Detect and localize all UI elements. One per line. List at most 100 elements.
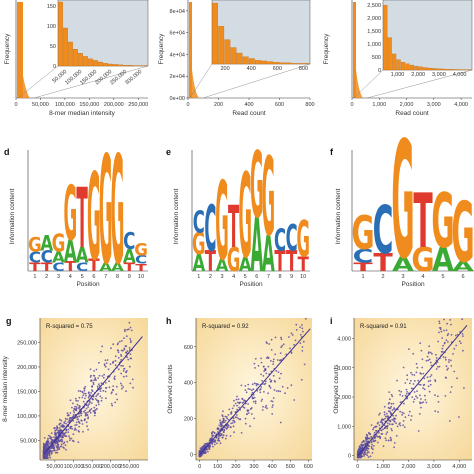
panel-g-point [115, 385, 118, 388]
panel-h-point [242, 401, 245, 404]
panel-i-point [368, 445, 371, 447]
panel-h-point [265, 404, 268, 407]
panel-g-point [51, 445, 54, 448]
panel-g-point [50, 452, 53, 455]
panel-i-point [458, 416, 460, 418]
panel-h-point [221, 422, 224, 424]
panel-c-x-tick-label: 0 [350, 102, 353, 108]
panel-i-point [357, 449, 360, 452]
panel-i-point [388, 407, 391, 410]
panel-i-y-tick-label: 3,000 [337, 366, 351, 372]
panel-g-point [48, 454, 51, 457]
panel-b-inset-bar [212, 2, 218, 65]
panel-i-point [410, 387, 413, 390]
panel-g-point [79, 405, 81, 408]
panel-g-point [95, 404, 98, 407]
panel-b-y-axis-label: Frequency [158, 33, 165, 64]
panel-i-point [366, 434, 369, 437]
panel-g-point [125, 351, 128, 354]
panel-i-point [456, 333, 459, 336]
panel-g-point [94, 408, 97, 411]
panel-h-point [238, 406, 240, 409]
panel-d-logo-letter-A: A [76, 242, 89, 268]
panel-i-point [450, 386, 453, 388]
panel-a-x-tick-label: 150,000 [79, 102, 99, 108]
panel-b-inset-bar [261, 60, 267, 65]
panel-g-point [75, 407, 78, 410]
panel-e-x-axis-label: Position [239, 281, 263, 288]
panel-i-point [412, 383, 415, 385]
panel-b-spike-tail [189, 30, 199, 98]
panel-h-point [268, 343, 271, 345]
panel-h-point [219, 434, 222, 437]
panel-g-point [130, 340, 132, 342]
panel-c-inset-x-tick-label: 3,000 [432, 72, 446, 78]
panel-a-zoom-guide [17, 65, 149, 99]
panel-i-point [378, 414, 380, 416]
panel-h-point [218, 429, 221, 432]
panel-h-point [218, 437, 220, 440]
panel-i-point [427, 359, 430, 362]
panel-i-point [430, 374, 433, 376]
panel-b-y-tick-label: 0e+00 [170, 96, 185, 102]
panel-d-logo-letter-A: A [40, 230, 53, 256]
panel-g-point [42, 457, 45, 459]
panel-i-point [423, 388, 426, 391]
panel-h-point [270, 400, 273, 402]
panel-b-inset-bar [267, 61, 274, 65]
panel-i-point [375, 425, 378, 428]
panel-h-point [278, 377, 281, 380]
panel-h-point [267, 365, 270, 368]
panel-h-point [228, 408, 231, 411]
panel-f-logo-letter-G: G [451, 185, 474, 281]
panel-e-position-tick: 2 [209, 274, 212, 280]
panel-g-point [124, 328, 126, 331]
panel-i-point [389, 419, 391, 422]
panel-d-logo-letter-C: C [135, 254, 147, 267]
panel-h-point [251, 391, 254, 394]
panel-g-point [120, 382, 122, 385]
panel-g-point [103, 363, 106, 365]
panel-g-point [84, 385, 87, 388]
panel-g-point [96, 385, 99, 388]
panel-i-point [390, 439, 392, 442]
panel-e-logo-letter-T: T [205, 247, 216, 279]
panel-g-point [52, 446, 55, 449]
panel-h-point [265, 341, 268, 343]
panel-g-point [69, 412, 72, 414]
panel-h-point [277, 371, 280, 373]
panel-g-point [129, 353, 132, 355]
panel-g-point [46, 444, 49, 447]
panel-h-point [254, 400, 257, 403]
panel-g-y-tick-label: 150,000 [17, 389, 37, 395]
panel-h-panel-label: h [166, 316, 172, 326]
panel-g-point [93, 375, 96, 377]
panel-i-point [372, 448, 374, 451]
panel-g-point [73, 411, 76, 414]
panel-i-point [393, 442, 396, 444]
panel-h-point [267, 392, 269, 395]
panel-f-position-tick: 2 [381, 274, 384, 280]
panel-g-point [96, 393, 99, 396]
panel-a-inset-bar [123, 65, 128, 67]
panel-h-point [265, 372, 268, 375]
panel-h-point [234, 402, 237, 405]
panel-d-logo-letter-A: A [111, 261, 125, 274]
panel-h-point [255, 384, 258, 387]
panel-i-point [454, 334, 457, 337]
panel-g-point [65, 431, 67, 434]
panel-i-point [422, 384, 425, 387]
panel-a-x-tick-label: 50,000 [32, 102, 49, 108]
panel-h-point [294, 339, 297, 342]
panel-h-point [251, 397, 254, 400]
panel-h-point [233, 399, 235, 402]
panel-e-logo-letter-A: A [239, 254, 253, 277]
panel-h-point [263, 370, 265, 372]
panel-i-point [450, 359, 452, 362]
panel-h-point [207, 450, 209, 453]
panel-h-point [282, 343, 285, 346]
panel-h-y-tick-label: 0 [190, 453, 193, 459]
panel-h-point [224, 427, 227, 429]
panel-i-point [438, 365, 441, 368]
panel-g-point [75, 424, 78, 426]
